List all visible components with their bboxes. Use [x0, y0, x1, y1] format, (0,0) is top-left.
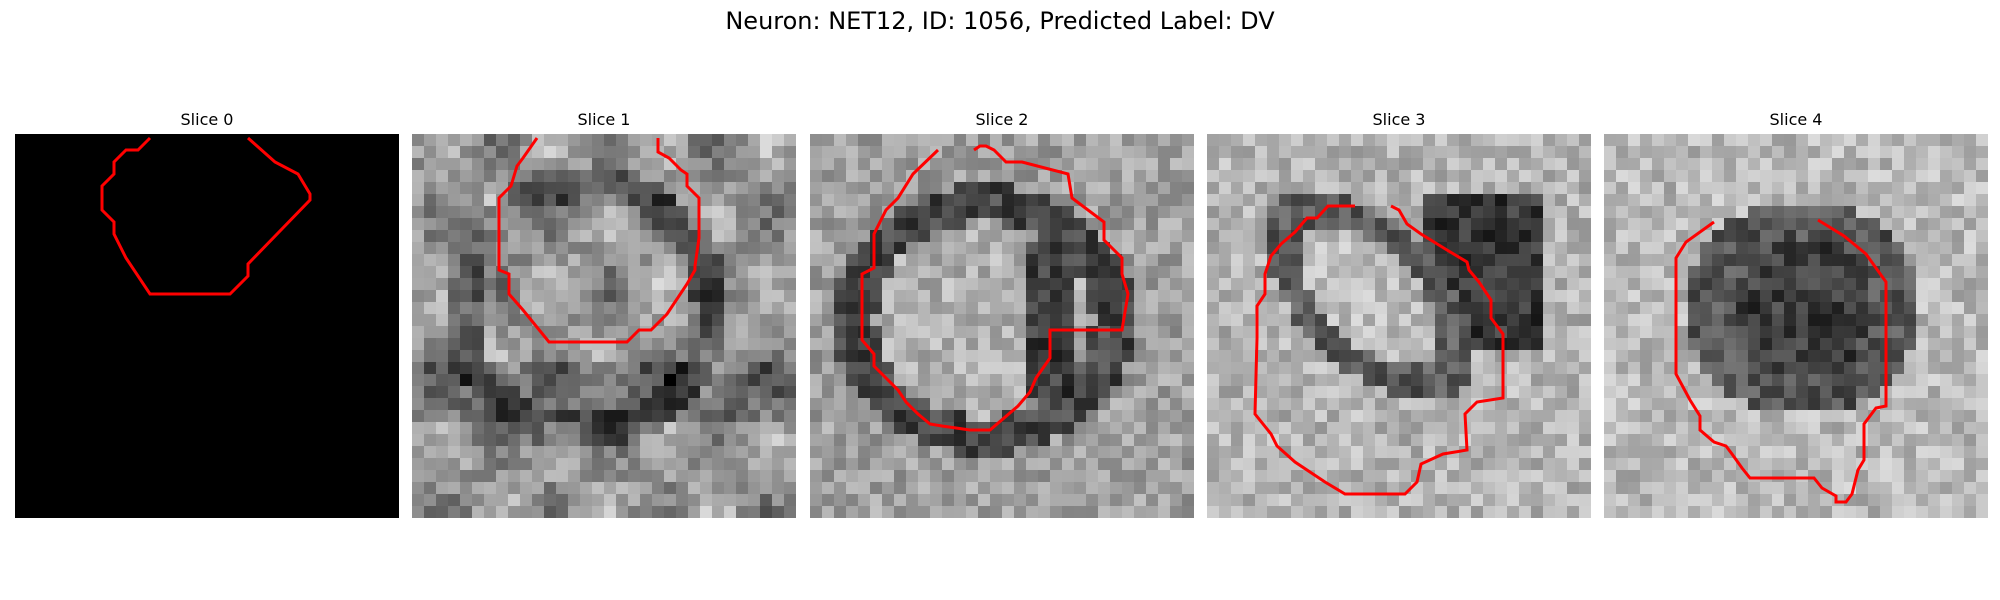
slice-3-image	[1207, 134, 1591, 518]
slice-3-title: Slice 3	[1372, 110, 1426, 129]
slice-4-image	[1604, 134, 1988, 518]
slice-0-title: Slice 0	[180, 110, 234, 129]
slice-0-image	[15, 134, 399, 518]
slice-4-title: Slice 4	[1769, 110, 1823, 129]
slice-2-title: Slice 2	[975, 110, 1029, 129]
slice-1-title: Slice 1	[577, 110, 631, 129]
slice-1-image	[412, 134, 796, 518]
slice-2-image	[810, 134, 1194, 518]
figure-title: Neuron: NET12, ID: 1056, Predicted Label…	[725, 7, 1275, 35]
